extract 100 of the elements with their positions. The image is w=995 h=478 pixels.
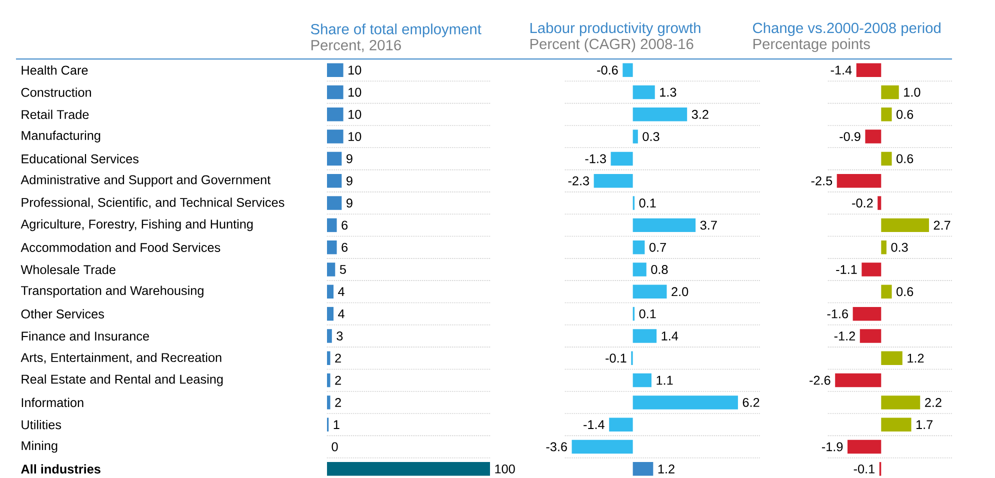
bar: [327, 373, 330, 388]
data-label: 5: [340, 265, 346, 274]
data-label: -0.2: [852, 198, 873, 208]
bar: [632, 284, 667, 299]
bar: [327, 85, 344, 100]
data-label: 0.3: [891, 242, 908, 252]
data-label: 1.3: [660, 88, 676, 97]
y-tick-label: Transportation and Warehousing: [21, 286, 204, 298]
y-tick-label: Other Services: [21, 309, 104, 318]
y-tick-label: Wholesale Trade: [20, 264, 116, 274]
data-label: -2.5: [811, 176, 832, 186]
y-tick-label: Arts, Entertainment, and Recreation: [20, 352, 222, 364]
bar: [622, 63, 633, 77]
chart-subtitle: Percent, 2016: [311, 40, 401, 52]
bar: [327, 196, 342, 210]
data-label: 3: [336, 331, 343, 340]
data-label: -1.4: [584, 420, 604, 429]
y-tick-label: Professional, Scientific, and Technical Services: [22, 198, 284, 208]
data-label: 0.6: [896, 154, 914, 164]
bar: [881, 351, 902, 366]
data-label: 2: [335, 376, 341, 385]
bar: [856, 63, 882, 77]
chart-title: Change vs.2000-2008 period: [753, 22, 940, 36]
data-label: 10: [348, 88, 362, 97]
data-label: 9: [346, 176, 352, 186]
data-label: 6: [342, 242, 348, 252]
chart-title: Labour productivity growth: [530, 22, 700, 36]
data-label: 2.2: [925, 398, 942, 407]
chart-subtitle: Percent (CAGR) 2008-16: [530, 38, 694, 52]
data-label: 0.1: [639, 198, 656, 208]
y-tick-label: Accommodation and Food Services: [20, 242, 220, 252]
data-label: 2: [335, 398, 341, 407]
data-label: 2.0: [672, 287, 688, 296]
bar: [881, 418, 912, 432]
bar: [862, 262, 882, 276]
y-tick-label: All industries: [21, 464, 100, 474]
bar: [327, 130, 344, 144]
data-label: -1.3: [585, 154, 606, 164]
bar: [847, 440, 882, 454]
data-label: 0.6: [896, 110, 914, 119]
data-label: 0.6: [896, 287, 914, 296]
y-tick-label: Retail Trade: [22, 110, 89, 120]
bar: [632, 130, 638, 144]
data-label: 10: [348, 66, 362, 75]
y-tick-label: Utilities: [22, 420, 62, 430]
bar: [327, 351, 330, 366]
data-label: 0.8: [651, 265, 668, 274]
data-label: 1: [334, 420, 340, 429]
bar: [327, 329, 332, 343]
bar: [836, 174, 882, 188]
bar: [632, 218, 696, 232]
data-label: 6: [342, 220, 348, 230]
data-label: 3.2: [692, 110, 708, 119]
bar: [632, 329, 657, 343]
bar: [878, 196, 882, 210]
data-label: -2.3: [568, 176, 590, 186]
bar: [632, 85, 655, 100]
data-label: 10: [348, 132, 362, 142]
data-label: 0.3: [642, 132, 660, 142]
y-tick-label: Health Care: [22, 65, 88, 75]
bar: [632, 262, 646, 276]
data-label: 1.1: [656, 376, 673, 385]
bar: [632, 462, 654, 476]
data-label: 1.2: [658, 464, 674, 474]
data-label: -1.4: [830, 66, 852, 74]
y-tick-label: Finance and Insurance: [22, 331, 149, 341]
data-label: -1.2: [834, 332, 856, 340]
y-tick-label: Manufacturing: [22, 130, 100, 142]
data-label: -1.6: [827, 309, 848, 318]
bar: [860, 329, 882, 343]
data-label: 1.4: [662, 332, 678, 340]
bar: [327, 108, 344, 122]
bar: [327, 240, 337, 254]
y-tick-label: Information: [22, 398, 84, 408]
bar: [881, 284, 892, 299]
bar: [881, 108, 892, 122]
data-label: -2.6: [810, 376, 830, 385]
bar: [327, 284, 334, 299]
bar: [327, 63, 344, 77]
chart-subtitle: Percentage points: [753, 38, 870, 52]
data-label: -1.9: [822, 442, 843, 452]
data-label: -1.1: [836, 265, 857, 274]
y-tick-label: Agriculture, Forestry, Fishing and Hunting: [20, 219, 253, 232]
bar: [327, 174, 342, 188]
data-label: 1.0: [904, 88, 920, 97]
data-label: 3.7: [700, 220, 717, 230]
y-tick-label: Administrative and Support and Government: [20, 174, 271, 187]
bar: [632, 396, 738, 410]
bar: [594, 174, 633, 188]
bar: [632, 373, 652, 388]
data-label: 1.2: [908, 354, 924, 363]
bar: [632, 240, 645, 254]
data-label: 100: [495, 464, 515, 474]
bar: [327, 306, 334, 321]
data-label: 2: [335, 354, 341, 363]
bar: [852, 306, 882, 321]
y-tick-label: Construction: [21, 88, 91, 97]
bar: [610, 152, 633, 166]
data-label: -0.9: [840, 132, 860, 142]
data-label: -0.1: [854, 464, 874, 474]
